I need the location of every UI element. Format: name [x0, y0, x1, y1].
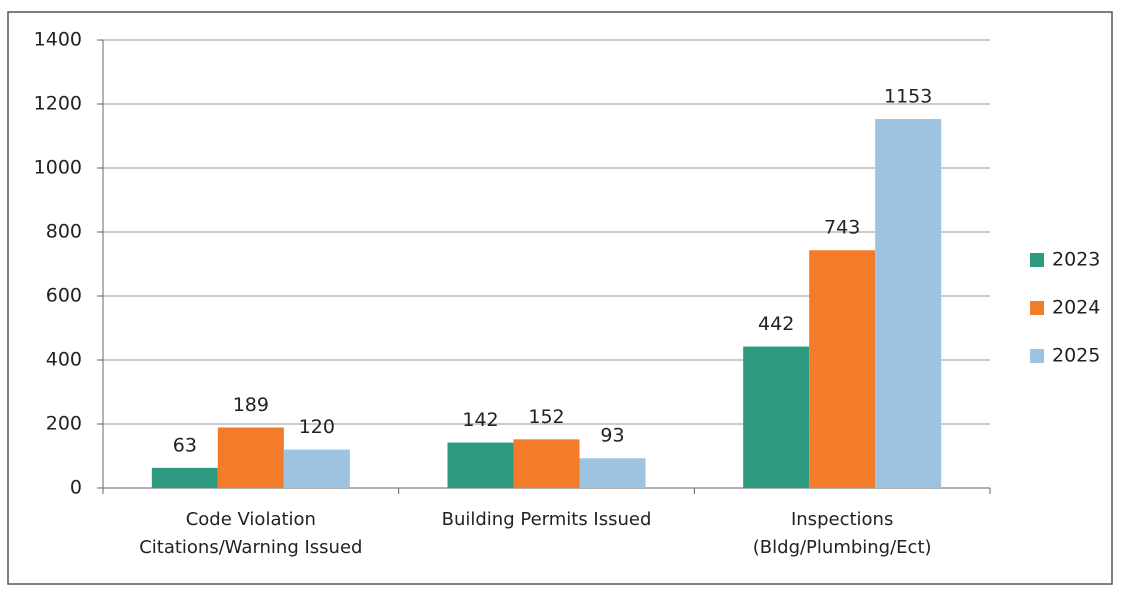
- bar: [217, 427, 284, 488]
- y-tick-label: 1200: [34, 93, 82, 115]
- bar: [579, 458, 646, 488]
- bar: [283, 449, 350, 488]
- x-tick-label: Code Violation Citations/Warning Issued: [139, 509, 363, 558]
- bar: [743, 346, 810, 488]
- data-label: 743: [824, 217, 860, 239]
- bar: [809, 250, 876, 488]
- bar: [447, 442, 514, 488]
- legend-swatch: [1030, 253, 1044, 267]
- y-tick-label: 200: [46, 413, 82, 435]
- legend-label: 2023: [1052, 249, 1100, 271]
- x-tick-label: Inspections (Bldg/Plumbing/Ect): [752, 509, 932, 558]
- x-label-box: Building Permits Issued: [441, 509, 652, 530]
- y-tick-label: 400: [46, 349, 82, 371]
- y-tick-label: 600: [46, 285, 82, 307]
- data-label: 189: [233, 394, 269, 416]
- data-label: 152: [528, 406, 564, 428]
- y-tick-label: 800: [46, 221, 82, 243]
- y-tick-label: 0: [70, 477, 82, 499]
- x-label-box: Inspections (Bldg/Plumbing/Ect): [752, 509, 932, 558]
- legend-label: 2024: [1052, 297, 1100, 319]
- data-label: 120: [299, 416, 335, 438]
- x-tick-label: Building Permits Issued: [441, 509, 652, 530]
- data-label: 442: [758, 313, 794, 335]
- bar: [151, 467, 218, 488]
- y-tick-label: 1000: [34, 157, 82, 179]
- data-label: 1153: [884, 86, 932, 108]
- data-label: 142: [462, 409, 498, 431]
- legend-swatch: [1030, 301, 1044, 315]
- x-label-box: Code Violation Citations/Warning Issued: [139, 509, 363, 558]
- legend-label: 2025: [1052, 345, 1100, 367]
- bar: [875, 119, 942, 488]
- y-tick-label: 1400: [34, 29, 82, 51]
- data-label: 63: [173, 434, 197, 456]
- chart-border: [7, 11, 1113, 585]
- data-label: 93: [600, 425, 624, 447]
- bar: [513, 439, 580, 488]
- legend-swatch: [1030, 349, 1044, 363]
